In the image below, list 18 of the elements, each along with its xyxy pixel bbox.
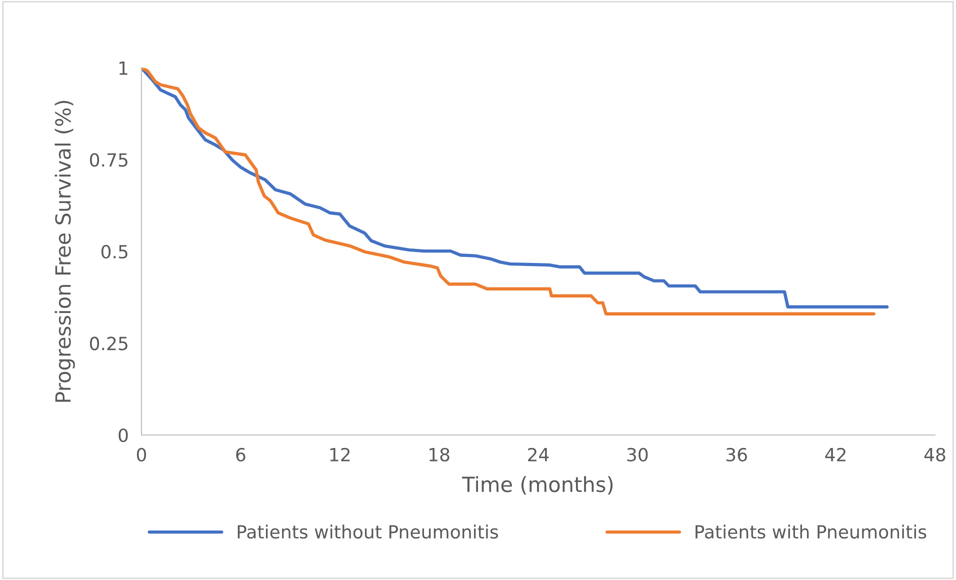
x-tick-label: 6 [236,448,246,462]
x-tick-label: 42 [825,448,846,462]
y-tick-label: 0.5 [101,244,128,259]
y-tick-label: 0.75 [90,153,128,167]
x-tick-label: 24 [528,448,549,462]
x-tick-label: 0 [136,448,146,462]
legend-label: Patients without Pneumonitis [238,524,498,539]
y-tick-label: 0.25 [90,336,128,350]
y-tick-label: 0 [118,428,128,442]
x-tick-label: 12 [330,448,350,462]
y-axis-title: Progression Free Survival (%) [54,100,75,402]
x-axis-title: Time (months) [462,476,613,495]
x-tick-label: 30 [627,448,648,462]
x-tick-label: 18 [430,448,450,462]
x-tick-label: 48 [924,448,946,462]
y-tick-label: 1 [119,62,128,75]
x-tick-label: 36 [726,448,747,462]
legend-label: Patients with Pneumonitis [696,524,926,539]
